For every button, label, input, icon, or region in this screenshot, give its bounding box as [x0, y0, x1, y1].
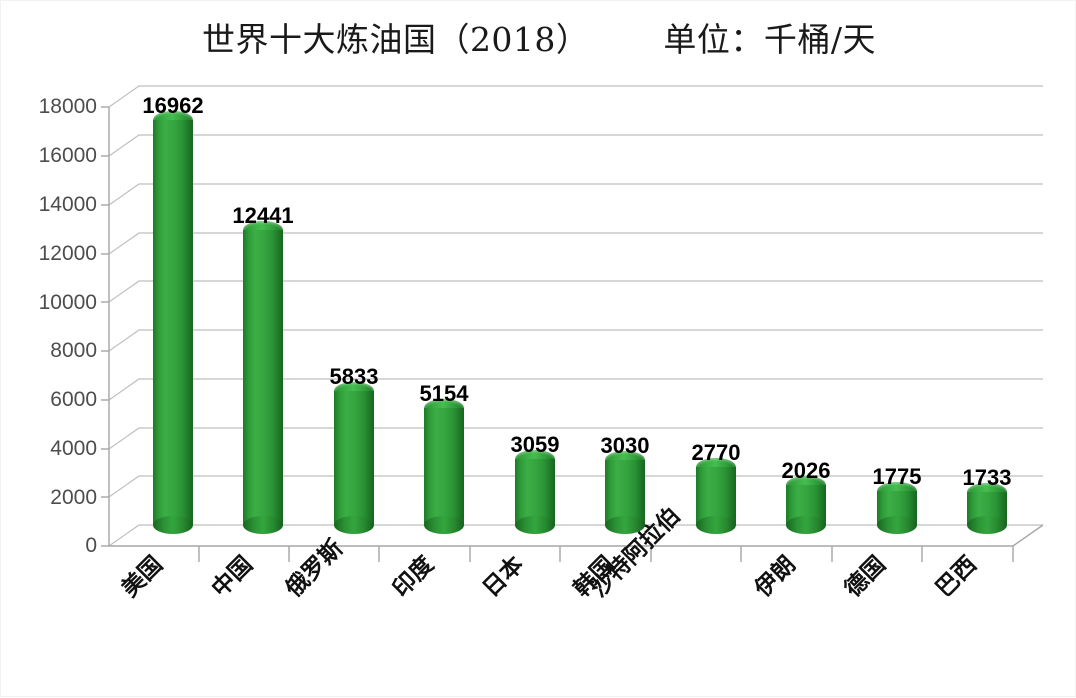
y-axis-tick-labels: 18000 16000 14000 12000 10000 8000 6000 …	[1, 1, 97, 698]
bar-body	[696, 467, 736, 525]
y-tick-label: 0	[85, 534, 97, 557]
bar-cylinder	[605, 451, 645, 534]
bar-bottom-cap	[605, 516, 645, 534]
bar-bottom-cap	[334, 516, 374, 534]
bar-value-label: 12441	[232, 203, 294, 228]
y-tick-label: 8000	[50, 339, 97, 362]
bar-bottom-cap	[786, 516, 826, 534]
y-tick-label: 10000	[38, 291, 97, 314]
bar-body	[334, 391, 374, 525]
bar-value-label: 3059	[510, 432, 560, 457]
bar-cylinder	[786, 476, 826, 534]
bar-bottom-cap	[696, 516, 736, 534]
bar-bottom-cap	[515, 516, 555, 534]
bar-body	[515, 459, 555, 525]
bar-value-label: 2026	[781, 458, 831, 483]
bar-cylinder	[967, 483, 1007, 534]
y-tick-label: 2000	[50, 486, 97, 509]
bar-body	[424, 408, 464, 525]
bar-cylinder	[424, 399, 464, 534]
y-tick-label: 12000	[38, 242, 97, 265]
y-tick-label: 14000	[38, 193, 97, 216]
bar-cylinder	[153, 111, 193, 534]
bar-value-label: 1733	[962, 465, 1012, 490]
gridlines	[108, 85, 1043, 547]
bar-value-label: 16962	[142, 93, 204, 118]
bar-bottom-cap	[243, 516, 283, 534]
bar-bottom-cap	[153, 516, 193, 534]
axis-lines	[108, 107, 1044, 547]
bar-value-label: 5833	[329, 364, 379, 389]
bar-cylinder	[877, 482, 917, 534]
bar-bottom-cap	[877, 516, 917, 534]
bar-value-label: 2770	[691, 440, 741, 465]
y-axis-ticks	[101, 106, 109, 547]
bar-bottom-cap	[967, 516, 1007, 534]
bar-value-label: 5154	[419, 381, 469, 406]
bar-body	[243, 230, 283, 525]
y-tick-label: 16000	[38, 144, 97, 167]
bar-body	[605, 460, 645, 525]
x-axis-category-ticks	[198, 546, 1014, 562]
y-tick-label: 4000	[50, 437, 97, 460]
bar-value-label: 3030	[600, 433, 650, 458]
bar-cylinder	[334, 382, 374, 534]
bar-cylinder	[515, 450, 555, 534]
bar-bottom-cap	[424, 516, 464, 534]
bar-value-label: 1775	[872, 464, 922, 489]
bar-cylinder	[696, 458, 736, 534]
y-tick-label: 6000	[50, 388, 97, 411]
bar-cylinder	[243, 221, 283, 534]
bar-body	[153, 120, 193, 525]
y-tick-label: 18000	[38, 95, 97, 118]
